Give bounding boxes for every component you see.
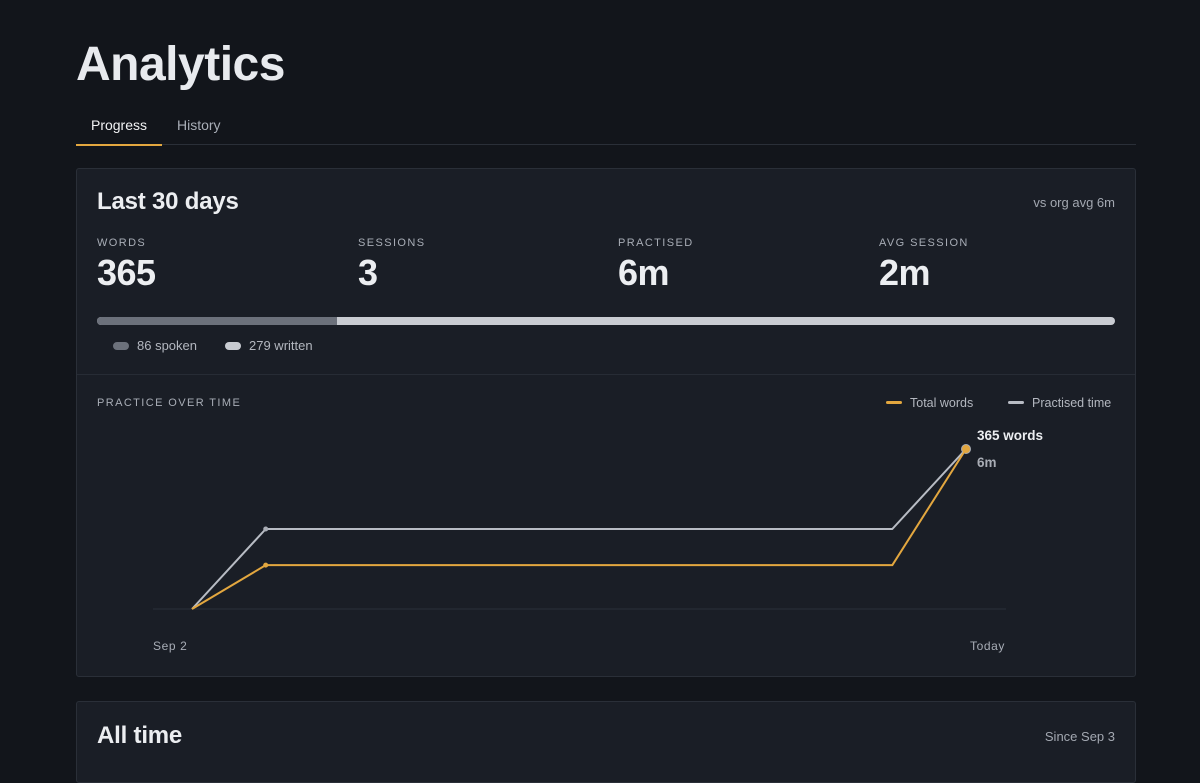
chart-title: PRACTICE OVER TIME [97,397,242,409]
written-swatch [225,341,241,350]
written-label: 279 written [249,338,313,353]
end-label-words: 365 words [977,428,1043,443]
stat-value: 2m [879,252,931,293]
stat-sessions: SESSIONS 3 [358,237,425,293]
practice-chart: 365 words 6m Sep 2 Today [153,428,1043,653]
words-point [962,445,970,453]
legend-practised-time: Practised time [1008,396,1111,410]
tab-progress[interactable]: Progress [76,106,162,146]
spoken-label: 86 spoken [137,338,197,353]
spoken-swatch [113,341,129,350]
since-note: Since Sep 3 [1044,729,1115,744]
end-label-time: 6m [977,455,997,470]
stat-avg-session: AVG SESSION 2m [879,237,969,293]
legend-spoken: 86 spoken [113,338,197,353]
stat-value: 365 [97,252,156,293]
practised-time-legend-line [1008,401,1024,405]
x-tick-label: Sep 2 [153,639,187,653]
divider [77,374,1135,375]
tab-history[interactable]: History [177,117,221,133]
stat-practised: PRACTISED 6m [618,237,694,293]
legend-written: 279 written [225,338,313,353]
tab-bar: Progress History [76,106,1136,146]
total-words-line [191,448,967,610]
stat-label: AVG SESSION [879,237,969,249]
stat-value: 3 [358,252,378,293]
spoken-fill [97,317,337,325]
x-tick-label: Today [970,639,1005,653]
all-time-card: All time Since Sep 3 [76,701,1136,783]
legend-label: Practised time [1032,396,1112,410]
card-title: Last 30 days [97,188,239,215]
total-words-legend-line [886,401,902,405]
legend-total-words: Total words [886,396,973,410]
stat-value: 6m [618,252,670,293]
org-average-note: vs org avg 6m [1033,195,1115,210]
stat-label: SESSIONS [358,237,426,249]
stat-words: WORDS 365 [97,237,156,293]
card-title: All time [97,722,183,749]
practised-time-line [191,448,967,610]
last-30-days-card: Last 30 days vs org avg 6m WORDS 365 SES… [76,168,1136,677]
word-split-bar [97,317,1115,325]
legend-label: Total words [910,396,974,410]
words-point [263,562,269,568]
stat-label: PRACTISED [618,237,694,249]
time-point [263,526,269,532]
stat-label: WORDS [97,237,147,249]
page-title: Analytics [76,38,285,91]
